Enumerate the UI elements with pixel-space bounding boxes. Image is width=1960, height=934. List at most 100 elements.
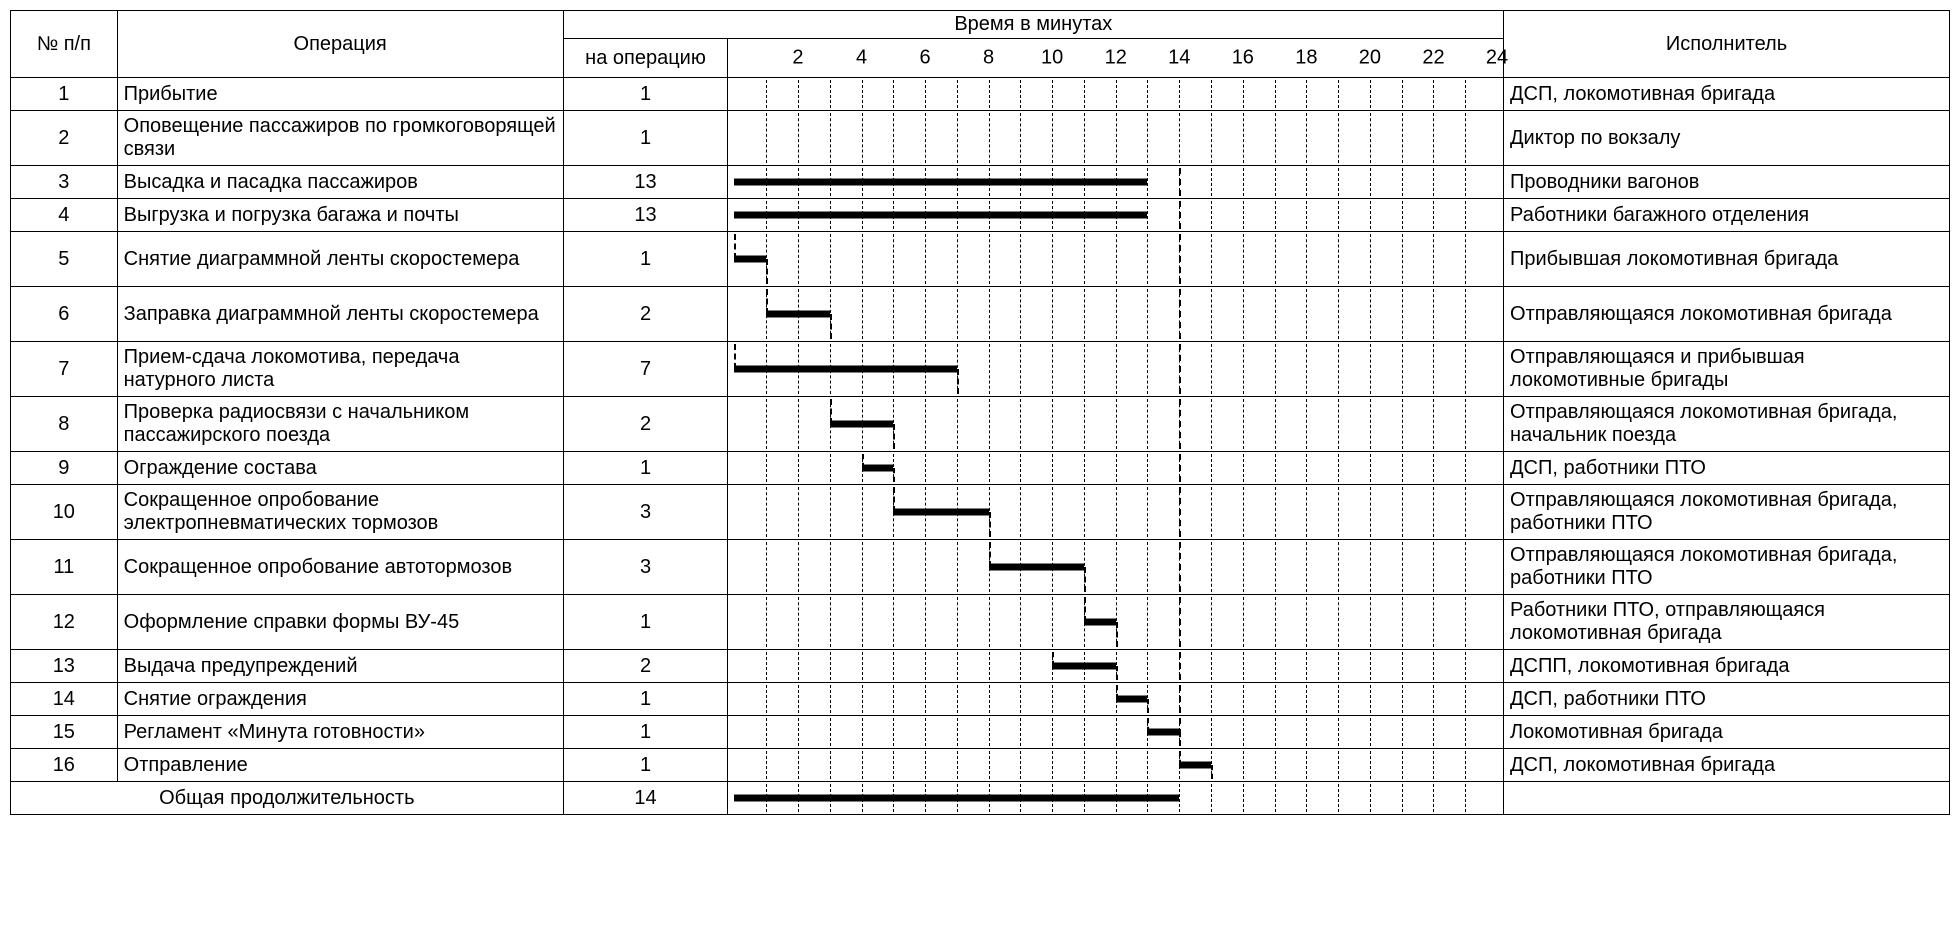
row-duration: 1: [563, 683, 728, 716]
row-number: 14: [11, 683, 118, 716]
row-executor: Отправляющаяся локомотивная бригада, раб…: [1504, 485, 1950, 540]
chart-cell: [728, 342, 1504, 397]
header-executor: Исполнитель: [1504, 11, 1950, 78]
row-duration: 13: [563, 166, 728, 199]
row-operation: Оформление справки формы ВУ-45: [117, 595, 563, 650]
row-duration: 13: [563, 199, 728, 232]
gantt-bar: [1147, 729, 1179, 736]
tick-label: 14: [1168, 47, 1190, 70]
total-executor: [1504, 782, 1950, 815]
gantt-bar: [734, 256, 766, 263]
chart-cell: [728, 650, 1504, 683]
row-operation: Регламент «Минута готовности»: [117, 716, 563, 749]
row-executor: Проводники вагонов: [1504, 166, 1950, 199]
table-row: 14Снятие ограждения1 ДСП, работники ПТО: [11, 683, 1950, 716]
row-number: 15: [11, 716, 118, 749]
row-executor: ДСП, локомотивная бригада: [1504, 78, 1950, 111]
chart-cell: [728, 749, 1504, 782]
row-number: 5: [11, 232, 118, 287]
row-number: 9: [11, 452, 118, 485]
row-duration: 2: [563, 397, 728, 452]
gantt-bar: [734, 179, 1147, 186]
row-duration: 1: [563, 716, 728, 749]
tick-label: 2: [792, 47, 803, 70]
gantt-bar: [893, 509, 988, 516]
gantt-bar: [734, 212, 1147, 219]
row-executor: Диктор по вокзалу: [1504, 111, 1950, 166]
row-operation: Снятие ограждения: [117, 683, 563, 716]
chart-cell: [728, 397, 1504, 452]
table-row: 1Прибытие1ДСП, локомотивная бригада: [11, 78, 1950, 111]
tick-label: 24: [1486, 47, 1508, 70]
chart-cell: [728, 540, 1504, 595]
row-executor: Отправляющаяся локомотивная бригада, нач…: [1504, 397, 1950, 452]
chart-cell: [728, 78, 1504, 111]
tick-label: 6: [920, 47, 931, 70]
header-operation: Операция: [117, 11, 563, 78]
table-row: 7Прием-сдача локомотива, передача натурн…: [11, 342, 1950, 397]
tick-label: 22: [1422, 47, 1444, 70]
table-row: 15Регламент «Минута готовности»1Локомоти…: [11, 716, 1950, 749]
row-executor: Работники ПТО, отправляющаяся локомотивн…: [1504, 595, 1950, 650]
row-duration: 3: [563, 540, 728, 595]
tick-label: 20: [1359, 47, 1381, 70]
table-row: 11Сокращенное опробование автотормозов3О…: [11, 540, 1950, 595]
chart-cell: [728, 232, 1504, 287]
row-operation: Заправка диаграммной ленты скоростемера: [117, 287, 563, 342]
table-row: 16Отправление1 ДСП, локомотивная бригада: [11, 749, 1950, 782]
row-executor: ДСП, работники ПТО: [1504, 452, 1950, 485]
chart-cell: [728, 452, 1504, 485]
chart-cell: [728, 166, 1504, 199]
row-number: 1: [11, 78, 118, 111]
row-operation: Проверка радиосвязи с начальником пассаж…: [117, 397, 563, 452]
tick-label: 16: [1232, 47, 1254, 70]
row-duration: 1: [563, 452, 728, 485]
gantt-bar: [734, 795, 1179, 802]
row-duration: 7: [563, 342, 728, 397]
tick-label: 4: [856, 47, 867, 70]
row-operation: Выгрузка и погрузка багажа и почты: [117, 199, 563, 232]
operations-gantt-table: № п/п Операция Время в минутах Исполните…: [10, 10, 1950, 815]
row-duration: 1: [563, 749, 728, 782]
row-number: 7: [11, 342, 118, 397]
row-number: 16: [11, 749, 118, 782]
row-duration: 1: [563, 232, 728, 287]
chart-cell: [728, 716, 1504, 749]
chart-cell: [728, 782, 1504, 815]
row-executor: ДСП, работники ПТО: [1504, 683, 1950, 716]
table-row: 5Снятие диаграммной ленты скоростемера1П…: [11, 232, 1950, 287]
row-number: 2: [11, 111, 118, 166]
header-time: Время в минутах: [563, 11, 1503, 39]
table-row: 3Высадка и пасадка пассажиров13Проводник…: [11, 166, 1950, 199]
gantt-bar: [766, 311, 830, 318]
row-number: 13: [11, 650, 118, 683]
table-row: 8Проверка радиосвязи с начальником пасса…: [11, 397, 1950, 452]
row-operation: Высадка и пасадка пассажиров: [117, 166, 563, 199]
row-duration: 1: [563, 595, 728, 650]
chart-cell: [728, 199, 1504, 232]
row-executor: ДСП, локомотивная бригада: [1504, 749, 1950, 782]
gantt-bar: [862, 465, 894, 472]
row-number: 12: [11, 595, 118, 650]
row-duration: 2: [563, 650, 728, 683]
total-row: Общая продолжительность14: [11, 782, 1950, 815]
gantt-bar: [1052, 663, 1116, 670]
tick-label: 8: [983, 47, 994, 70]
total-label: Общая продолжительность: [11, 782, 564, 815]
row-operation: Снятие диаграммной ленты скоростемера: [117, 232, 563, 287]
gantt-bar: [989, 564, 1084, 571]
row-executor: Отправляющаяся локомотивная бригада: [1504, 287, 1950, 342]
table-row: 4Выгрузка и погрузка багажа и почты13Раб…: [11, 199, 1950, 232]
row-executor: Отправляющаяся и прибывшая локомотивные …: [1504, 342, 1950, 397]
row-executor: Отправляющаяся локомотивная бригада, раб…: [1504, 540, 1950, 595]
row-duration: 3: [563, 485, 728, 540]
row-operation: Отправление: [117, 749, 563, 782]
table-row: 6Заправка диаграммной ленты скоростемера…: [11, 287, 1950, 342]
gantt-bar: [1179, 762, 1211, 769]
row-number: 11: [11, 540, 118, 595]
row-operation: Выдача предупреждений: [117, 650, 563, 683]
row-number: 8: [11, 397, 118, 452]
chart-cell: [728, 485, 1504, 540]
row-duration: 1: [563, 78, 728, 111]
gantt-bar: [734, 366, 956, 373]
